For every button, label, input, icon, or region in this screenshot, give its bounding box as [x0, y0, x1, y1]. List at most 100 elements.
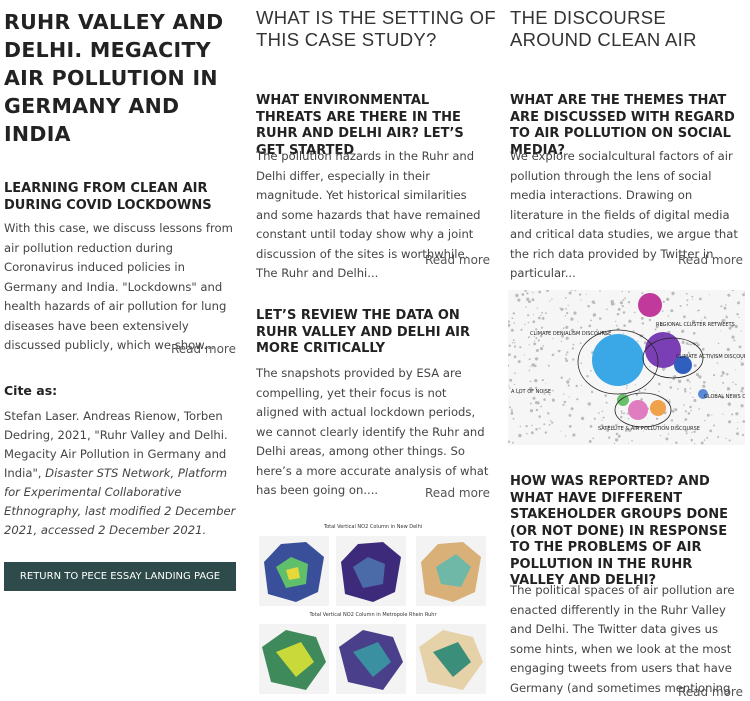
noise-dot: [684, 418, 688, 421]
noise-dot: [604, 394, 607, 397]
noise-dot: [526, 292, 529, 295]
noise-dot: [719, 330, 721, 332]
noise-dot: [565, 336, 569, 340]
noise-dot: [621, 305, 624, 308]
noise-dot: [527, 314, 530, 317]
landing-button[interactable]: RETURN TO PECE ESSAY LANDING PAGE: [4, 562, 236, 591]
noise-dot: [735, 412, 739, 416]
noise-dot: [536, 307, 538, 309]
noise-dot: [525, 425, 528, 428]
noise-dot: [627, 301, 631, 304]
noise-dot: [565, 435, 567, 437]
noise-dot: [738, 316, 740, 319]
noise-dot: [604, 332, 607, 336]
read-more[interactable]: Read more: [424, 486, 490, 500]
noise-dot: [527, 321, 530, 324]
noise-dot: [552, 338, 554, 340]
noise-dot: [540, 314, 542, 316]
noise-dot: [509, 378, 513, 382]
noise-dot: [720, 374, 723, 377]
noise-dot: [508, 344, 511, 347]
article-title[interactable]: HOW WAS REPORTED? AND WHAT HAVE DIFFEREN…: [510, 474, 728, 588]
read-more[interactable]: Read more: [424, 253, 490, 267]
noise-dot: [700, 319, 703, 321]
figure-title: Total Vertical NO2 Column in New Delhi: [323, 524, 422, 530]
noise-dot: [702, 384, 706, 388]
noise-dot: [520, 328, 523, 331]
noise-dot: [586, 375, 589, 378]
noise-dot: [723, 306, 727, 310]
excerpt: The snapshots provided by ESA are compel…: [256, 366, 489, 497]
page-title: RUHR VALLEY AND DELHI. MEGACITY AIR POLL…: [4, 10, 224, 146]
noise-dot: [528, 300, 531, 304]
noise-dot: [716, 362, 719, 364]
noise-dot: [513, 355, 517, 359]
noise-dot: [607, 425, 610, 428]
noise-dot: [549, 300, 551, 302]
noise-dot: [601, 419, 603, 421]
noise-dot: [544, 431, 547, 434]
noise-dot: [683, 404, 685, 406]
network-graph[interactable]: REGIONAL CLUSTER RETWEETS CLIMATE DENIAL…: [508, 290, 745, 445]
noise-dot: [675, 441, 678, 445]
noise-dot: [529, 380, 532, 383]
noise-dot: [689, 387, 692, 390]
read-more[interactable]: Read more: [677, 253, 743, 267]
noise-dot: [568, 425, 572, 428]
noise-dot: [568, 291, 572, 295]
noise-dot: [608, 436, 611, 439]
read-more[interactable]: Read more: [677, 685, 743, 699]
noise-dot: [511, 342, 514, 344]
noise-dot: [563, 400, 567, 404]
noise-dot: [605, 427, 609, 430]
article-title[interactable]: WHAT ARE THE THEMES THAT ARE DISCUSSED W…: [510, 93, 735, 158]
noise-dot: [512, 312, 515, 315]
noise-dot: [698, 309, 700, 312]
noise-dot: [677, 379, 682, 383]
noise-dot: [538, 415, 541, 418]
read-more[interactable]: Read more: [170, 342, 236, 356]
no2-maps[interactable]: Total Vertical NO2 Column in New Delhi T…: [256, 522, 490, 701]
noise-dot: [619, 301, 623, 305]
noise-dot: [545, 383, 547, 385]
noise-dot: [590, 390, 594, 394]
noise-dot: [530, 402, 532, 405]
noise-dot: [563, 393, 565, 395]
noise-dot: [560, 376, 563, 379]
noise-dot: [570, 317, 574, 321]
noise-dot: [570, 328, 574, 332]
noise-dot: [606, 308, 608, 310]
noise-dot: [611, 425, 615, 429]
noise-dot: [614, 303, 616, 305]
noise-dot: [712, 357, 714, 359]
noise-dot: [578, 293, 582, 296]
noise-dot: [709, 429, 712, 433]
noise-dot: [564, 297, 567, 299]
section-heading: WHAT IS THE SETTING OF THIS CASE STUDY?: [256, 7, 496, 50]
noise-dot: [580, 384, 582, 386]
noise-dot: [512, 417, 515, 420]
noise-dot: [730, 324, 734, 328]
article-title[interactable]: LET’S REVIEW THE DATA ON RUHR VALLEY AND…: [256, 308, 470, 356]
noise-dot: [693, 364, 697, 368]
noise-dot: [725, 304, 727, 306]
noise-dot: [640, 316, 644, 320]
noise-dot: [535, 401, 539, 405]
noise-dot: [689, 405, 692, 409]
noise-dot: [568, 385, 570, 387]
noise-dot: [534, 378, 538, 383]
noise-dot: [714, 322, 716, 325]
noise-dot: [691, 295, 694, 298]
article-title[interactable]: WHAT ENVIRONMENTAL THREATS ARE THERE IN …: [256, 93, 464, 158]
noise-dot: [577, 321, 579, 323]
network-label: CLIMATE ACTIVISM DISCOURSE: [676, 354, 745, 360]
noise-dot: [543, 423, 546, 426]
noise-dot: [641, 322, 645, 325]
noise-dot: [744, 291, 745, 293]
article-title[interactable]: LEARNING FROM CLEAN AIR DURING COVID LOC…: [4, 181, 212, 213]
noise-dot: [531, 298, 535, 302]
noise-dot: [615, 438, 619, 442]
noise-dot: [580, 326, 583, 329]
noise-dot: [676, 424, 679, 427]
